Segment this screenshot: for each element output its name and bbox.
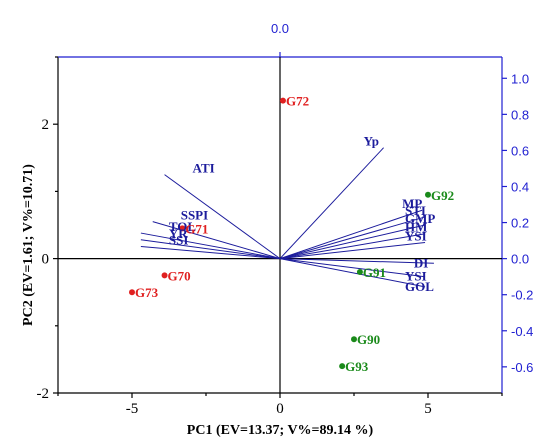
y-tick-label: 0 [42,252,50,268]
genotype-point [279,97,286,104]
y-axis-title: PC2 (EV=1.61; V%=10.71) [21,164,36,326]
vector-line [279,224,426,260]
genotype-point [351,336,357,343]
vector-label: TOL [169,219,197,234]
right-tick-label: -0.2 [511,288,533,303]
vector-line [279,258,426,288]
vector-line [140,232,281,260]
vector-line [279,233,426,260]
vector-label: STI [405,203,426,218]
vector-label: SSPI [181,208,208,223]
right-tick-label: 0.4 [511,179,529,194]
genotype-label: G71 [185,221,208,236]
genotype-label: G73 [135,285,159,300]
genotype-points [129,97,431,370]
vector-label: DI [414,255,428,270]
vector-label: YSI [405,228,427,243]
vector-label: GMP [405,211,435,226]
vector-line [164,174,281,260]
genotype-label: G90 [357,332,380,347]
vector-label: YR [169,226,188,241]
genotype-point [425,191,431,198]
vector-line [279,258,434,264]
vector-label: ATI [193,161,215,176]
vector-label: SSI [169,233,189,248]
vector-label: Yp [364,134,379,149]
genotype-point [129,289,135,296]
labels: PC1 (EV=13.37; V%=89.14 %) PC2 (EV=1.61; … [21,94,454,438]
vector-line [279,258,426,278]
y-tick-label: 2 [42,117,50,133]
right-tick-label: 0.6 [511,143,529,158]
vector-label: MP [402,196,422,211]
genotype-point [161,272,168,279]
genotype-label: G70 [168,268,191,283]
vector-line [140,246,281,260]
genotype-point [356,269,363,276]
x-tick-label: 5 [424,401,432,417]
x-tick-label: -5 [126,401,139,417]
axes: -5 0 5 -2 0 2 0.0 -0.6 -0.4 -0.2 0.0 0.2 0.4 0.6 0.8 1.… [37,21,534,417]
right-tick-label: 1.0 [511,71,529,86]
genotype-label: G91 [363,265,386,280]
right-tick-label: 0.0 [511,252,529,267]
genotype-label: G72 [286,94,309,109]
right-tick-label: 0.8 [511,107,529,122]
right-tick-label: -0.4 [511,324,533,339]
x-tick-label: 0 [276,401,284,417]
vector-label: HM [405,220,427,235]
vector-line [279,241,426,260]
right-tick-label: -0.6 [511,360,533,375]
vector-line [140,239,281,260]
y-tick-label: -2 [37,386,50,402]
trait-vectors [140,147,434,288]
top-tick-label: 0.0 [271,21,289,36]
genotype-label: G93 [345,359,369,374]
vector-label: YSI [405,269,427,284]
vector-line [279,147,384,259]
vector-line [152,221,281,260]
x-axis-title: PC1 (EV=13.37; V%=89.14 %) [187,423,374,438]
genotype-point [179,225,186,232]
right-tick-label: 0.2 [511,216,529,231]
vector-line [279,216,426,260]
vector-label: GOL [405,279,434,294]
genotype-point [339,363,346,370]
genotype-label: G92 [431,188,454,203]
vector-line [279,209,423,260]
